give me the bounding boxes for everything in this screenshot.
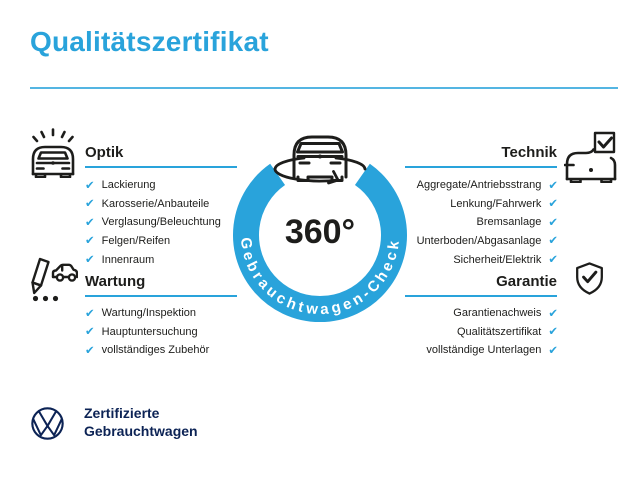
car-360-rotation-icon	[273, 135, 367, 185]
check-item: ✔ Bremsanlage	[477, 213, 558, 232]
page-title: Qualitätszertifikat	[30, 26, 269, 57]
check-icon: ✔	[548, 305, 558, 320]
wartung-check-list: ✔ Wartung/Inspektion ✔ Hauptuntersuchung ✔ vo…	[85, 304, 209, 360]
badge-degrees-label: 360°	[285, 213, 355, 251]
check-item: ✔ Karosserie/Anbauteile	[85, 195, 221, 214]
check-item: ✔ vollständige Unterlagen	[426, 341, 558, 360]
check-item-label: Unterboden/Abgasanlage	[416, 235, 542, 248]
check-item-label: Lenkung/Fahrwerk	[450, 197, 542, 210]
check-item-label: Lackierung	[101, 179, 156, 192]
check-icon: ✔	[85, 214, 95, 229]
check-item-label: Bremsanlage	[476, 216, 542, 229]
section-title-optik: Optik	[85, 144, 124, 161]
check-icon: ✔	[85, 342, 95, 357]
check-item-label: Verglasung/Beleuchtung	[101, 216, 221, 229]
check-icon: ✔	[548, 324, 558, 339]
badge-ring	[233, 163, 407, 322]
check-item: ✔ Wartung/Inspektion	[85, 304, 209, 323]
footer-line-1: Zertifizierte	[84, 405, 160, 421]
check-icon: ✔	[85, 233, 95, 248]
optik-check-list: ✔ Lackierung ✔ Karosserie/Anbauteile ✔ Vergla…	[85, 176, 221, 269]
section-divider-optik	[85, 166, 237, 168]
section-title-wartung: Wartung	[85, 273, 146, 290]
title-divider	[30, 87, 618, 89]
check-item: ✔ Unterboden/Abgasanlage	[417, 232, 558, 251]
car-shine-icon	[28, 128, 78, 178]
check-item: ✔ Verglasung/Beleuchtung	[85, 213, 221, 232]
check-icon: ✔	[85, 251, 95, 266]
pen-checklist-car-icon	[26, 256, 78, 302]
check-item-label: Qualitätszertifikat	[456, 325, 542, 338]
check-icon: ✔	[85, 196, 95, 211]
section-divider-garantie	[405, 295, 557, 297]
check-icon: ✔	[85, 177, 95, 192]
check-icon: ✔	[85, 305, 95, 320]
check-item: ✔ Lenkung/Fahrwerk	[450, 195, 558, 214]
check-item-label: Innenraum	[101, 253, 155, 266]
360-check-badge: Gebrauchtwagen-Check 360°	[220, 123, 420, 328]
shield-check-icon	[574, 261, 605, 296]
check-item-label: Hauptuntersuchung	[101, 325, 198, 338]
check-icon: ✔	[85, 324, 95, 339]
section-title-garantie: Garantie	[496, 273, 557, 290]
check-item-label: Garantienachweis	[453, 307, 542, 320]
check-item-label: Karosserie/Anbauteile	[101, 197, 210, 210]
footer-brand-text: Zertifizierte Gebrauchtwagen	[84, 405, 198, 440]
check-item: ✔ Sicherheit/Elektrik	[453, 250, 558, 269]
check-item: ✔ Garantienachweis	[453, 304, 558, 323]
technik-check-list: ✔ Aggregate/Antriebsstrang ✔ Lenkung/Fahrwe…	[417, 176, 558, 269]
section-title-technik: Technik	[501, 144, 557, 161]
footer-line-2: Gebrauchtwagen	[84, 422, 198, 439]
check-item: ✔ Felgen/Reifen	[85, 232, 221, 251]
check-item: ✔ vollständiges Zubehör	[85, 341, 209, 360]
check-item-label: Felgen/Reifen	[101, 235, 171, 248]
garantie-check-list: ✔ Garantienachweis ✔ Qualitätszertifikat ✔ vo…	[426, 304, 558, 360]
check-item-label: Wartung/Inspektion	[101, 307, 197, 320]
check-item-label: Sicherheit/Elektrik	[453, 253, 542, 266]
section-divider-technik	[405, 166, 557, 168]
check-icon: ✔	[548, 251, 558, 266]
check-item-label: vollständiges Zubehör	[101, 344, 210, 357]
section-divider-wartung	[85, 295, 237, 297]
check-icon: ✔	[548, 196, 558, 211]
check-item-label: Aggregate/Antriebsstrang	[416, 179, 542, 192]
check-item: ✔ Aggregate/Antriebsstrang	[417, 176, 558, 195]
check-item: ✔ Innenraum	[85, 250, 221, 269]
check-icon: ✔	[548, 342, 558, 357]
check-item: ✔ Lackierung	[85, 176, 221, 195]
check-icon: ✔	[548, 214, 558, 229]
check-item: ✔ Hauptuntersuchung	[85, 323, 209, 342]
car-checkbox-icon	[564, 131, 618, 183]
check-item-label: vollständige Unterlagen	[426, 344, 542, 357]
check-item: ✔ Qualitätszertifikat	[457, 323, 558, 342]
check-icon: ✔	[548, 233, 558, 248]
vw-logo	[30, 406, 65, 441]
check-icon: ✔	[548, 177, 558, 192]
